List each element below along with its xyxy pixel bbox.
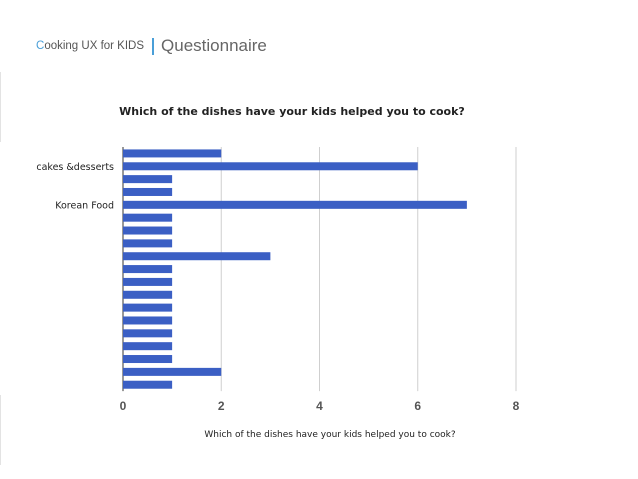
bar	[123, 277, 173, 286]
section-title: Questionnaire	[161, 36, 267, 55]
chart-title: Which of the dishes have your kids helpe…	[119, 105, 465, 118]
x-tick-labels: 0 2 4 6 8	[120, 399, 520, 413]
left-edge-line-bottom	[0, 395, 1, 465]
category-labels: cakes &desserts Korean Food	[36, 162, 114, 212]
bar	[123, 149, 222, 158]
bar	[123, 187, 173, 196]
bar	[123, 355, 173, 364]
category-label: Korean Food	[55, 200, 114, 211]
brand-initial: C	[36, 40, 45, 52]
bar	[123, 162, 418, 171]
bar	[123, 342, 173, 351]
bar	[123, 265, 173, 274]
x-tick-label: 2	[218, 399, 225, 413]
slide-header: Cooking UX for KIDS Questionnaire	[36, 36, 267, 56]
grid-lines	[122, 147, 517, 392]
bar	[123, 200, 467, 209]
bar	[123, 175, 173, 184]
bar	[123, 290, 173, 299]
bar	[123, 239, 173, 248]
bar	[123, 213, 173, 222]
bar	[123, 252, 271, 261]
brand-rest: ooking UX for KIDS	[44, 40, 145, 52]
bar	[123, 380, 173, 389]
bar	[123, 316, 173, 325]
bar	[123, 226, 173, 235]
bar	[123, 303, 173, 312]
x-tick-label: 0	[120, 399, 127, 413]
bar	[123, 367, 222, 376]
bar	[123, 329, 173, 338]
x-tick-label: 4	[316, 399, 323, 413]
left-edge-line-top	[0, 72, 1, 142]
header-divider	[152, 37, 155, 55]
brand-name: Cooking UX for KIDS	[36, 40, 144, 52]
x-tick-label: 8	[513, 399, 520, 413]
x-axis-label: Which of the dishes have your kids helpe…	[204, 430, 456, 440]
x-tick-label: 6	[414, 399, 421, 413]
bars	[123, 149, 467, 389]
category-label: cakes &desserts	[36, 162, 114, 173]
